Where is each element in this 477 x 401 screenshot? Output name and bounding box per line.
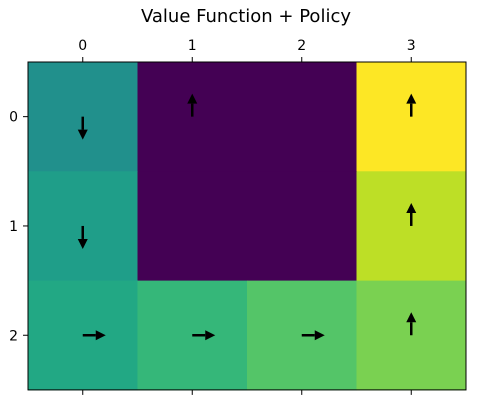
heatmap-cell-1-3 <box>357 171 467 281</box>
heatmap-cell-0-3 <box>357 62 467 172</box>
x-tick-label-0: 0 <box>78 38 87 54</box>
x-tick-label-3: 3 <box>407 38 416 54</box>
y-axis-ticks: 0 1 2 <box>9 110 28 345</box>
x-tick-label-2: 2 <box>297 38 306 54</box>
heatmap-cells <box>28 62 467 390</box>
y-tick-label-2: 2 <box>9 328 18 344</box>
y-tick-label-0: 0 <box>9 110 18 126</box>
y-tick-label-1: 1 <box>9 219 18 235</box>
heatmap-cell-1-2 <box>247 171 357 281</box>
heatmap-cell-0-2 <box>247 62 357 172</box>
heatmap-cell-2-3 <box>357 281 467 391</box>
heatmap-cell-1-1 <box>138 171 248 281</box>
x-tick-label-1: 1 <box>188 38 197 54</box>
heatmap-cell-0-1 <box>138 62 248 172</box>
chart-title: Value Function + Policy <box>141 6 351 27</box>
